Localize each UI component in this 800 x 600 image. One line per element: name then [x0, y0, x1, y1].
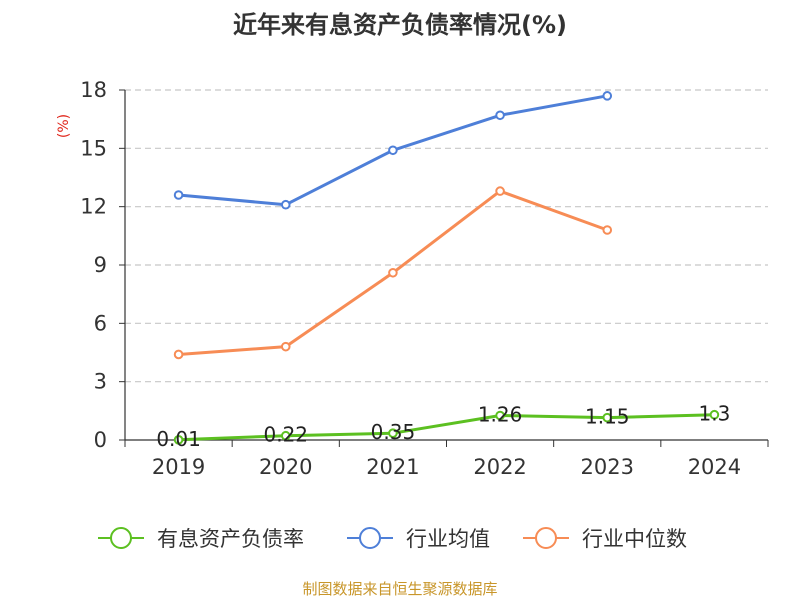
legend-swatch-marker: [535, 527, 557, 549]
source-note: 制图数据来自恒生聚源数据库: [302, 580, 497, 598]
data-point: [173, 349, 184, 360]
data-point: [495, 110, 505, 121]
data-label: 0.22: [263, 423, 308, 447]
x-tick-label: 2024: [688, 455, 741, 479]
y-tick-label: 3: [94, 370, 107, 394]
data-point: [495, 410, 505, 421]
series-points: [173, 91, 720, 445]
chart-title: 近年来有息资产负债率情况(%): [233, 11, 567, 39]
x-tick-label: 2021: [366, 455, 419, 479]
data-point: [280, 199, 291, 210]
y-tick-label: 15: [80, 136, 107, 160]
data-point: [388, 267, 398, 278]
legend-label: 有息资产负债率: [157, 527, 304, 551]
y-tick-label: 12: [80, 195, 107, 219]
data-point: [173, 435, 184, 445]
data-point: [388, 428, 398, 438]
y-tick-label: 0: [94, 428, 107, 452]
data-point: [602, 91, 613, 101]
legend-label: 行业均值: [406, 527, 490, 551]
x-tick-label: 2023: [581, 455, 634, 479]
data-label: 1.15: [585, 405, 630, 429]
y-tick-label: 18: [80, 78, 107, 102]
x-tick-label: 2022: [473, 455, 526, 479]
grid-lines: [125, 89, 768, 383]
axes: 0 3 6 9 12 15 18 2019 2020 2021 2022 2023 2024: [80, 78, 769, 479]
y-tick-label: 9: [94, 253, 107, 277]
data-point: [173, 190, 184, 200]
legend-swatch-marker: [359, 527, 381, 549]
legend: 有息资产负债率 行业均值 行业中位数: [98, 527, 687, 551]
data-point: [602, 225, 613, 235]
data-point: [709, 409, 720, 420]
data-label: 0.35: [371, 420, 416, 444]
data-label: 1.3: [699, 402, 731, 426]
series-lines: [178, 94, 715, 442]
y-axis-label: (%): [56, 114, 72, 138]
legend-label: 行业中位数: [582, 527, 687, 551]
data-point: [280, 341, 291, 352]
x-tick-label: 2020: [259, 455, 312, 479]
data-label: 0.01: [156, 427, 201, 451]
legend-swatch-marker: [110, 527, 132, 549]
data-label: 1.26: [478, 403, 523, 427]
data-point: [602, 412, 613, 423]
data-point: [388, 145, 398, 156]
data-point: [495, 186, 505, 196]
data-point: [280, 430, 291, 441]
y-tick-label: 6: [94, 311, 107, 335]
data-labels: 0.01 0.22 0.35 1.26 1.15 1.3: [156, 402, 730, 451]
series-line: [178, 413, 715, 442]
x-tick-label: 2019: [152, 455, 205, 479]
